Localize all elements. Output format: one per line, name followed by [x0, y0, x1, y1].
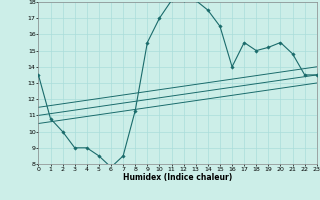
X-axis label: Humidex (Indice chaleur): Humidex (Indice chaleur)	[123, 173, 232, 182]
